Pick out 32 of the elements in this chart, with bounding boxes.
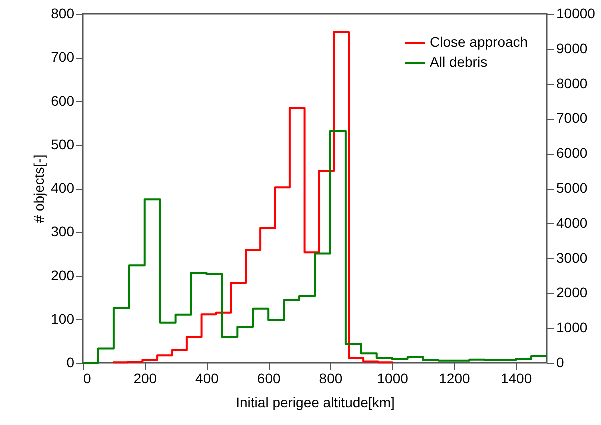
y-axis-title: # objects[-] xyxy=(31,154,48,224)
y-tick-label: 0 xyxy=(66,354,75,370)
y-tick-label: 500 xyxy=(51,136,75,152)
y2-tick-label: 5000 xyxy=(556,180,588,196)
x-tick-label: 400 xyxy=(196,370,220,386)
y-tick-label: 400 xyxy=(51,180,75,196)
x-axis-title: Initial perigee altitude[km] xyxy=(236,394,395,410)
y-tick-label: 800 xyxy=(51,6,75,22)
y-tick-label: 100 xyxy=(51,310,75,327)
y-tick-label: 700 xyxy=(51,49,75,66)
x-tick-label: 0 xyxy=(84,370,92,386)
y-tick-label: 600 xyxy=(51,92,75,109)
x-tick-label: 1400 xyxy=(500,370,532,386)
x-tick-label: 800 xyxy=(319,370,343,386)
x-tick-label: 1200 xyxy=(439,370,470,386)
x-tick-label: 1000 xyxy=(377,370,409,386)
y2-tick-label: 1000 xyxy=(556,320,588,336)
y2-tick-label: 4000 xyxy=(556,214,588,231)
y2-tick-label: 0 xyxy=(556,354,564,370)
y2-tick-label: 6000 xyxy=(556,145,588,162)
y2-tick-label: 9000 xyxy=(556,40,588,56)
y2-tick-label: 2000 xyxy=(556,284,588,301)
legend-label: All debris xyxy=(430,54,488,70)
x-tick-label: 600 xyxy=(257,370,281,386)
y2-tick-label: 10000 xyxy=(556,6,596,22)
x-tick-label: 200 xyxy=(134,370,158,386)
legend-label: Close approach xyxy=(430,34,528,50)
y-tick-label: 200 xyxy=(51,267,75,284)
y-tick-label: 300 xyxy=(51,224,75,240)
y2-tick-label: 8000 xyxy=(556,75,588,92)
y2-tick-label: 7000 xyxy=(556,110,588,126)
y2-tick-label: 3000 xyxy=(556,250,588,266)
